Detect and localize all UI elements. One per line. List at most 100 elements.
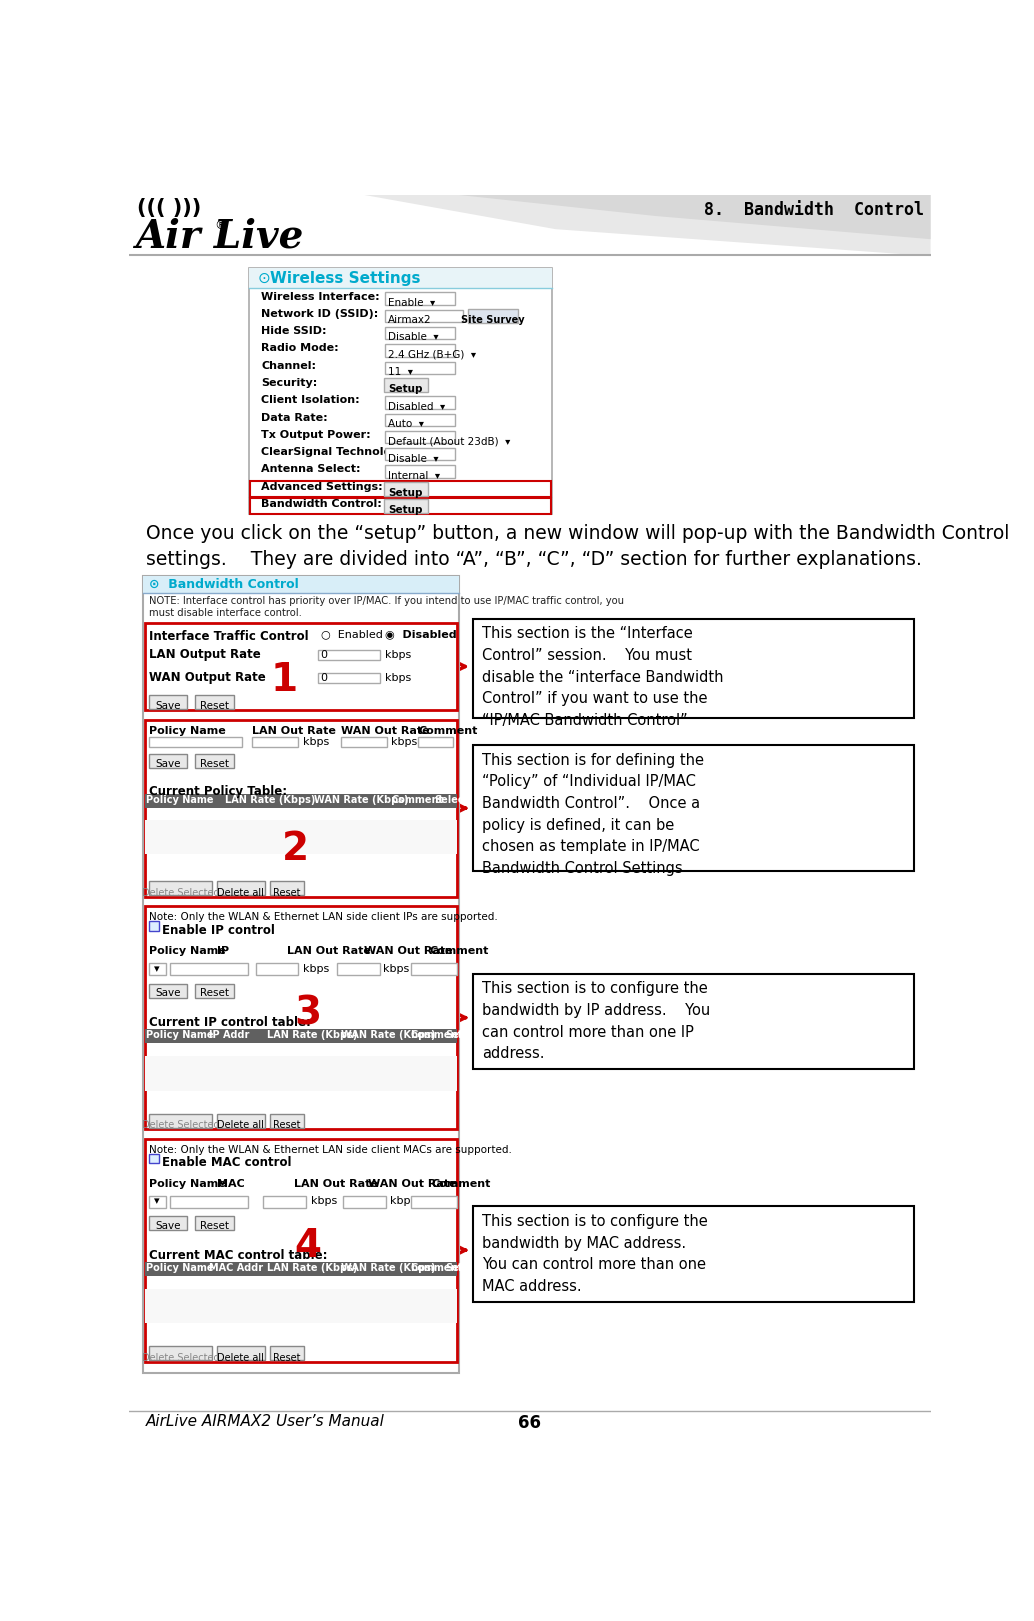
- FancyBboxPatch shape: [145, 1261, 457, 1276]
- Text: kbps: kbps: [303, 964, 329, 974]
- FancyBboxPatch shape: [145, 1057, 457, 1091]
- FancyBboxPatch shape: [337, 963, 379, 976]
- FancyBboxPatch shape: [195, 754, 234, 768]
- FancyBboxPatch shape: [217, 1114, 265, 1128]
- Text: Reset: Reset: [273, 1352, 300, 1363]
- FancyBboxPatch shape: [410, 1196, 457, 1208]
- Text: Default (About 23dB)  ▾: Default (About 23dB) ▾: [388, 436, 511, 446]
- Text: 8.  Bandwidth  Control: 8. Bandwidth Control: [703, 201, 923, 219]
- Text: Reset: Reset: [273, 888, 300, 898]
- Text: AirLive AIRMAX2 User’s Manual: AirLive AIRMAX2 User’s Manual: [146, 1414, 386, 1430]
- FancyBboxPatch shape: [270, 1347, 304, 1360]
- Text: NOTE: Interface control has priority over IP/MAC. If you intend to use IP/MAC tr: NOTE: Interface control has priority ove…: [149, 595, 625, 619]
- FancyBboxPatch shape: [149, 921, 158, 930]
- Text: 0: 0: [320, 673, 327, 684]
- FancyBboxPatch shape: [270, 1114, 304, 1128]
- Text: Policy Name: Policy Name: [149, 726, 226, 736]
- Text: Setup: Setup: [389, 506, 423, 515]
- FancyBboxPatch shape: [385, 431, 455, 443]
- Text: 66: 66: [518, 1414, 542, 1433]
- Text: ▾: ▾: [154, 1196, 160, 1206]
- Text: 2: 2: [282, 830, 309, 867]
- FancyBboxPatch shape: [149, 754, 187, 768]
- FancyBboxPatch shape: [195, 1216, 234, 1230]
- Text: Comment: Comment: [431, 1178, 491, 1188]
- Text: 2.4 GHz (B+G)  ▾: 2.4 GHz (B+G) ▾: [388, 350, 477, 360]
- FancyBboxPatch shape: [249, 267, 551, 514]
- Text: Save: Save: [155, 989, 181, 999]
- Text: Interface Traffic Control: Interface Traffic Control: [149, 629, 309, 642]
- FancyBboxPatch shape: [149, 1154, 158, 1164]
- FancyBboxPatch shape: [473, 1206, 914, 1302]
- Text: Delete Selected: Delete Selected: [142, 1352, 219, 1363]
- Text: Client Isolation:: Client Isolation:: [261, 396, 360, 405]
- Text: 1: 1: [271, 661, 298, 699]
- Text: Tx Output Power:: Tx Output Power:: [261, 430, 370, 439]
- Text: Comment: Comment: [410, 1029, 462, 1041]
- Text: ▾: ▾: [154, 964, 160, 974]
- Text: Policy Name: Policy Name: [149, 1178, 226, 1188]
- Text: Select: Select: [434, 796, 468, 806]
- FancyBboxPatch shape: [473, 974, 914, 1070]
- FancyBboxPatch shape: [171, 1196, 248, 1208]
- FancyBboxPatch shape: [385, 396, 455, 408]
- FancyBboxPatch shape: [145, 1029, 457, 1042]
- Text: Antenna Select:: Antenna Select:: [261, 465, 361, 475]
- FancyBboxPatch shape: [249, 267, 551, 287]
- Text: This section is the “Interface
Control” session.    You must
disable the “interf: This section is the “Interface Control” …: [482, 626, 724, 728]
- Text: LAN Out Rate: LAN Out Rate: [295, 1178, 378, 1188]
- Text: Select: Select: [446, 1263, 480, 1272]
- Text: This section is for defining the
“Policy” of “Individual IP/MAC
Bandwidth Contro: This section is for defining the “Policy…: [482, 752, 704, 875]
- Text: Current Policy Table:: Current Policy Table:: [149, 785, 287, 798]
- Text: ⊙  Bandwidth Control: ⊙ Bandwidth Control: [149, 579, 299, 592]
- FancyBboxPatch shape: [149, 736, 242, 747]
- Text: Policy Name: Policy Name: [146, 796, 214, 806]
- Text: ○  Enabled: ○ Enabled: [322, 629, 384, 640]
- Text: Network ID (SSID):: Network ID (SSID):: [261, 310, 378, 319]
- FancyBboxPatch shape: [385, 327, 455, 339]
- FancyBboxPatch shape: [385, 481, 428, 496]
- Text: LAN Out Rate: LAN Out Rate: [251, 726, 336, 736]
- Text: ((( ))): ((( ))): [136, 198, 202, 219]
- Text: Reset: Reset: [200, 1221, 229, 1230]
- Text: WAN Output Rate: WAN Output Rate: [149, 671, 266, 684]
- Text: WAN Out Rate: WAN Out Rate: [341, 726, 429, 736]
- FancyBboxPatch shape: [149, 984, 187, 997]
- FancyBboxPatch shape: [341, 736, 388, 747]
- Text: Select: Select: [446, 1029, 480, 1041]
- Text: LAN Rate (Kbps): LAN Rate (Kbps): [267, 1029, 358, 1041]
- Text: Reset: Reset: [273, 1120, 300, 1130]
- Text: WAN Rate (Kbps): WAN Rate (Kbps): [341, 1029, 435, 1041]
- Text: LAN Out Rate: LAN Out Rate: [286, 947, 370, 956]
- Text: Radio Mode:: Radio Mode:: [261, 344, 338, 353]
- FancyBboxPatch shape: [145, 906, 457, 1130]
- Text: Reset: Reset: [200, 759, 229, 768]
- Text: Air Live: Air Live: [135, 217, 304, 256]
- Text: This section is to configure the
bandwidth by MAC address.
You can control more : This section is to configure the bandwid…: [482, 1214, 707, 1294]
- Text: Setup: Setup: [389, 488, 423, 498]
- Text: This section is to configure the
bandwidth by IP address.    You
can control mor: This section is to configure the bandwid…: [482, 981, 710, 1062]
- FancyBboxPatch shape: [419, 736, 453, 747]
- Text: ClearSignal Technology:: ClearSignal Technology:: [261, 447, 410, 457]
- Text: Comment: Comment: [410, 1263, 462, 1272]
- Text: Note: Only the WLAN & Ethernet LAN side client IPs are supported.: Note: Only the WLAN & Ethernet LAN side …: [149, 913, 498, 922]
- Text: WAN Rate (Kbps): WAN Rate (Kbps): [313, 796, 408, 806]
- Text: Comment: Comment: [430, 947, 489, 956]
- Text: Delete Selected: Delete Selected: [142, 1120, 219, 1130]
- Polygon shape: [455, 195, 931, 240]
- Text: ®: ®: [214, 219, 227, 232]
- Text: WAN Rate (Kbps): WAN Rate (Kbps): [341, 1263, 435, 1272]
- Text: Wireless Interface:: Wireless Interface:: [261, 292, 379, 302]
- Text: Hide SSID:: Hide SSID:: [261, 326, 327, 336]
- FancyBboxPatch shape: [385, 344, 455, 357]
- Text: kbps: kbps: [391, 736, 418, 747]
- Text: Wireless Settings: Wireless Settings: [270, 271, 420, 285]
- Text: ⊙: ⊙: [257, 271, 270, 285]
- Text: WAN Out Rate: WAN Out Rate: [368, 1178, 457, 1188]
- Text: Disable  ▾: Disable ▾: [388, 332, 438, 342]
- Text: kbps: kbps: [385, 650, 412, 660]
- FancyBboxPatch shape: [149, 1216, 187, 1230]
- Text: Policy Name: Policy Name: [149, 947, 226, 956]
- Text: Once you click on the “setup” button, a new window will pop-up with the Bandwidt: Once you click on the “setup” button, a …: [146, 524, 1009, 543]
- Text: ◉  Disabled: ◉ Disabled: [385, 629, 457, 640]
